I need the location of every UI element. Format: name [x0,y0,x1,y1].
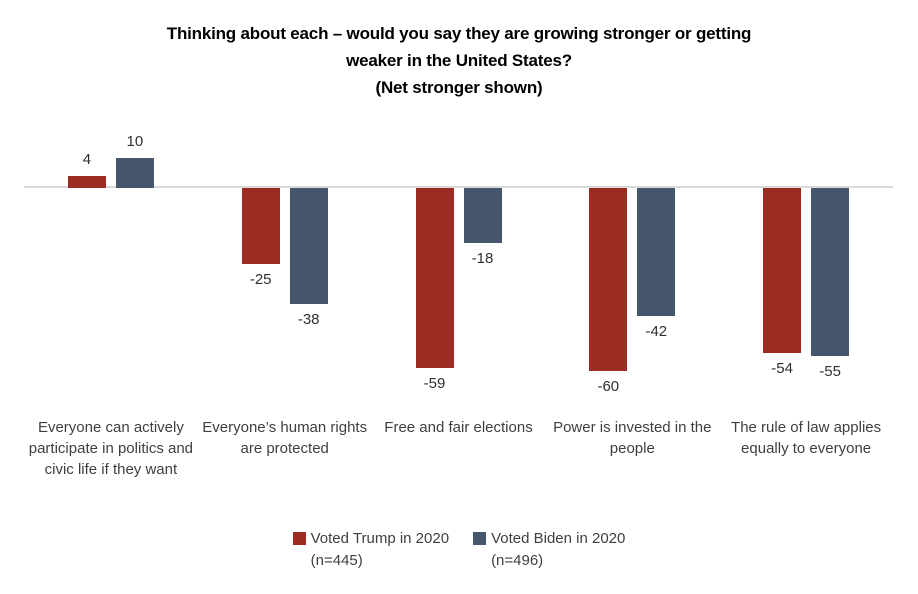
legend-text-trump: Voted Trump in 2020 (n=445) [311,528,449,572]
category-label: Free and fair elections [384,419,533,436]
trump-series-swatch [292,532,306,545]
legend-label-biden: Voted Biden in 2020 [491,530,626,547]
value-label: -55 [819,362,841,380]
legend-n-trump: (n=445) [310,552,363,569]
legend-item-biden: Voted Biden in 2020 (n=496) [473,528,625,572]
legend-item-trump: Voted Trump in 2020 (n=445) [292,528,449,572]
bar [763,188,802,353]
chart-title: Thinking about each – would you say they… [0,20,918,101]
bar [589,188,628,371]
chart-title-line-1: Thinking about each – would you say they… [166,24,752,43]
legend-n-biden: (n=496) [491,552,544,569]
value-label: -60 [597,378,620,395]
bar [463,188,502,243]
value-label: -38 [297,310,320,328]
value-label: -59 [423,374,446,392]
category-label: The rule of law applies equally to every… [731,419,882,457]
bar [811,188,850,356]
value-label: -42 [645,323,668,341]
value-label: -18 [471,249,494,267]
legend-text-biden: Voted Biden in 2020 (n=496) [491,528,625,572]
legend-label-trump: Voted Trump in 2020 [310,530,450,547]
bar [115,157,154,188]
chart-subtitle: (Net stronger shown) [375,78,543,97]
category-label: Everyone’s human rights are protected [202,419,368,457]
bar [289,188,328,304]
legend: Voted Trump in 2020 (n=445) Voted Biden … [0,528,918,572]
bar [241,188,280,265]
biden-series-swatch [473,532,487,545]
category-label: Everyone can actively participate in pol… [28,419,194,478]
chart-title-line-2: weaker in the United States? [346,51,572,70]
value-label: -54 [771,359,793,377]
value-label: 10 [126,132,144,150]
bar [67,175,106,188]
x-axis-baseline [24,186,893,188]
bar [415,188,454,368]
category-label: Power is invested in the people [553,419,712,457]
value-label: 4 [82,150,92,168]
value-label: -25 [249,271,272,289]
bar [637,188,676,317]
